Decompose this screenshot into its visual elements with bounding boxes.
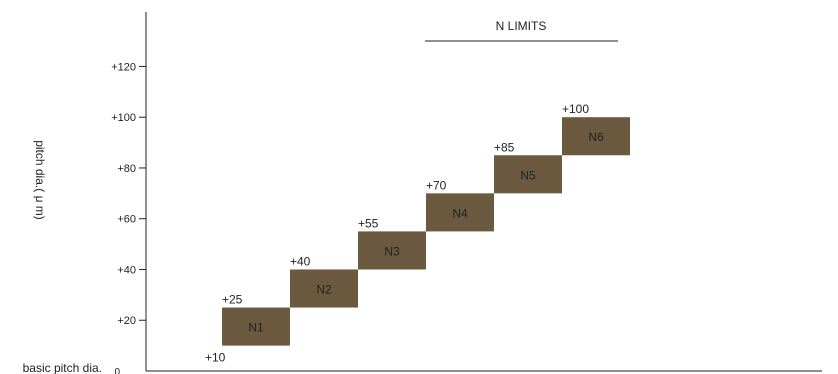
band-upper-limit: +40 (290, 254, 311, 268)
band-n1 (222, 307, 290, 346)
band-upper-limit: +25 (222, 293, 243, 307)
chart-title: N LIMITS (496, 19, 547, 33)
band-n4 (426, 193, 494, 232)
band-label: N1 (248, 321, 264, 335)
band-label: N2 (316, 283, 332, 297)
y-axis-label: pitch dia.( μ m) (33, 140, 47, 220)
band-upper-limit: +70 (426, 178, 447, 192)
y-tick-label: +120 (111, 61, 136, 73)
band-lower-limit: +10 (205, 351, 226, 365)
band-label: N3 (384, 244, 400, 258)
y-tick-label: +40 (117, 264, 136, 276)
band-n6 (562, 117, 630, 156)
y-tick-label: 0 (114, 367, 120, 374)
band-upper-limit: +100 (562, 102, 589, 116)
band-label: N4 (452, 206, 468, 220)
band-n5 (494, 155, 562, 194)
y-tick-label: +100 (111, 112, 136, 124)
band-n3 (358, 231, 426, 270)
tolerance-bands: N1 +25 +10 N2 +40 N3 +55 N4 +70 N5 +85 N6 +100 (205, 102, 630, 365)
band-n2 (290, 269, 358, 308)
band-upper-limit: +85 (494, 140, 515, 154)
band-label: N6 (588, 130, 604, 144)
y-tick-label: +60 (117, 214, 136, 226)
band-upper-limit: +55 (358, 216, 379, 230)
baseline-label: basic pitch dia. (23, 361, 102, 374)
y-axis-ticks: 0 +20 +40 +60 +80 +100 +120 (111, 61, 146, 374)
band-label: N5 (520, 168, 536, 182)
y-tick-label: +80 (117, 163, 136, 175)
y-tick-label: +20 (117, 315, 136, 327)
